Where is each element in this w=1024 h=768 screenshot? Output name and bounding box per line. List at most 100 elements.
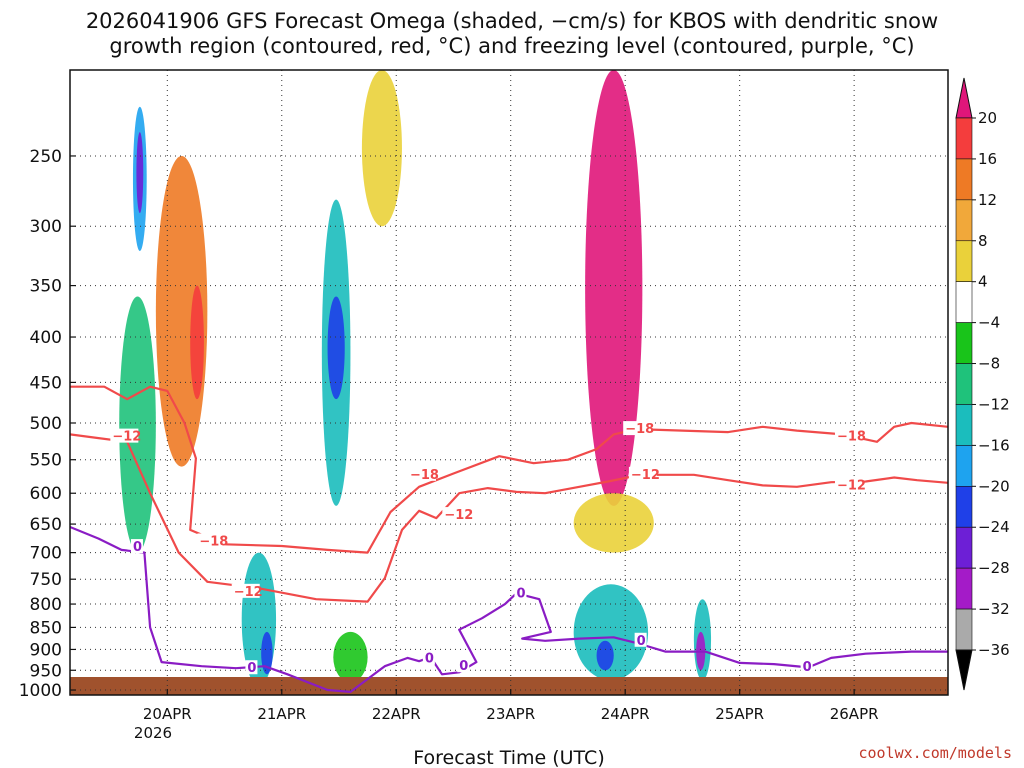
y-tick-label: 500 (30, 414, 62, 434)
y-tick-label: 250 (30, 147, 62, 167)
contour-label-bg (422, 650, 435, 665)
contour-line-0 (70, 433, 948, 603)
colorbar-bin (955, 567, 973, 610)
grid-lines (70, 70, 948, 695)
contour-label: 0 (459, 659, 468, 674)
y-axis-ticks: 2503003504004505005506006507007508008509… (19, 147, 76, 701)
omega-region-9 (585, 70, 643, 506)
x-tick-label: 24APR (601, 705, 650, 723)
contour-label-bg (130, 539, 143, 554)
contour-label: 0 (247, 661, 256, 676)
x-tick-label: 23APR (486, 705, 535, 723)
x-axis-label: Forecast Time (UTC) (413, 747, 604, 768)
contour-label-bg (628, 466, 657, 481)
x-tick-label: 20APR (143, 705, 192, 723)
y-tick-label: 450 (30, 373, 62, 393)
colorbar-tick-label: 4 (978, 273, 988, 291)
colorbar-tick-label: 12 (978, 191, 997, 209)
y-tick-label: 900 (30, 640, 62, 660)
plot-background (70, 70, 948, 695)
x-tick-label: 21APR (257, 705, 306, 723)
colorbar-bin (955, 404, 973, 446)
colorbar-tick-label: −36 (978, 641, 1010, 659)
colorbar-bin (955, 445, 973, 487)
colorbar-bin (955, 199, 973, 242)
colorbar-bin (955, 608, 973, 651)
y-tick-label: 600 (30, 484, 62, 504)
colorbar-tick-label: −20 (978, 477, 1010, 495)
y-tick-label: 400 (30, 328, 62, 348)
contour-label-bg (623, 421, 652, 436)
contour-label: −18 (837, 430, 866, 445)
colorbar-tick-label: 20 (978, 109, 997, 127)
omega-region-11 (573, 584, 649, 681)
y-tick-label: 300 (30, 217, 62, 237)
colorbar-bin (955, 240, 973, 282)
contour-label-bg (442, 507, 471, 522)
contour-label: −18 (199, 534, 228, 549)
colorbar-tick-label: −4 (978, 314, 1000, 332)
colorbar-tick-label: 8 (978, 232, 988, 250)
y-tick-label: 350 (30, 277, 62, 297)
contour-label: −12 (112, 430, 141, 445)
omega-region-0 (119, 296, 156, 553)
contour-label-bg (514, 585, 527, 600)
contour-label-bg (245, 660, 258, 675)
contour-label-bg (407, 466, 436, 481)
omega-region-15 (361, 70, 402, 227)
surface-terrain (70, 677, 948, 695)
contour-label-bg (834, 428, 863, 443)
colorbar-bin (955, 526, 973, 569)
x-tick-label: 25APR (715, 705, 764, 723)
colorbar-tick-label: −32 (978, 600, 1010, 618)
contour-label-bg (634, 632, 647, 647)
temperature-contours (70, 385, 948, 694)
contour-line-1 (70, 385, 948, 554)
contour-label: 0 (637, 634, 646, 649)
y-tick-label: 850 (30, 618, 62, 638)
contour-label: −18 (625, 422, 654, 437)
contour-label: 0 (516, 586, 525, 601)
colorbar-tick-label: −12 (978, 395, 1010, 413)
omega-region-16 (333, 631, 368, 683)
omega-shading (119, 70, 712, 687)
colorbar-bin (955, 363, 973, 405)
contour-label: −12 (234, 585, 263, 600)
colorbar: 20 16 12 8 4 −4 −8 −12 −16 −20 −24 −28 −32 −36 (955, 77, 1010, 691)
contour-label: 0 (133, 540, 142, 555)
x-year-label: 2026 (134, 724, 172, 742)
colorbar-bin (955, 117, 973, 160)
colorbar-bin (955, 486, 973, 528)
y-tick-label: 750 (30, 570, 62, 590)
y-tick-label: 650 (30, 515, 62, 535)
x-tick-label: 26APR (830, 705, 879, 723)
contour-label-bg (231, 583, 260, 598)
omega-region-10 (573, 493, 654, 553)
contour-label-bg (457, 658, 470, 673)
omega-region-8 (261, 631, 273, 675)
colorbar-bin (955, 158, 973, 201)
omega-region-12 (596, 640, 614, 671)
omega-region-6 (327, 296, 345, 400)
colorbar-tick-label: −8 (978, 355, 1000, 373)
x-tick-label: 22APR (372, 705, 421, 723)
contour-label-bg (197, 533, 226, 548)
contour-label: −12 (837, 478, 866, 493)
colorbar-bin (955, 281, 973, 323)
contour-line-2 (70, 525, 948, 694)
omega-region-4 (190, 285, 204, 400)
credit-text: coolwx.com/models (858, 744, 1012, 762)
y-tick-label: 800 (30, 595, 62, 615)
omega-region-2 (136, 132, 144, 214)
contour-label: −18 (410, 468, 439, 483)
chart-title-line-1: 2026041906 GFS Forecast Omega (shaded, −… (86, 9, 938, 33)
y-tick-label: 700 (30, 544, 62, 564)
colorbar-tick-label: −24 (978, 518, 1010, 536)
y-tick-label: 950 (30, 661, 62, 681)
colorbar-bin (955, 322, 973, 364)
contour-label-bg (110, 428, 139, 443)
colorbar-tick-label: −16 (978, 436, 1010, 454)
y-tick-label: 550 (30, 451, 62, 471)
contour-label: 0 (425, 652, 434, 667)
